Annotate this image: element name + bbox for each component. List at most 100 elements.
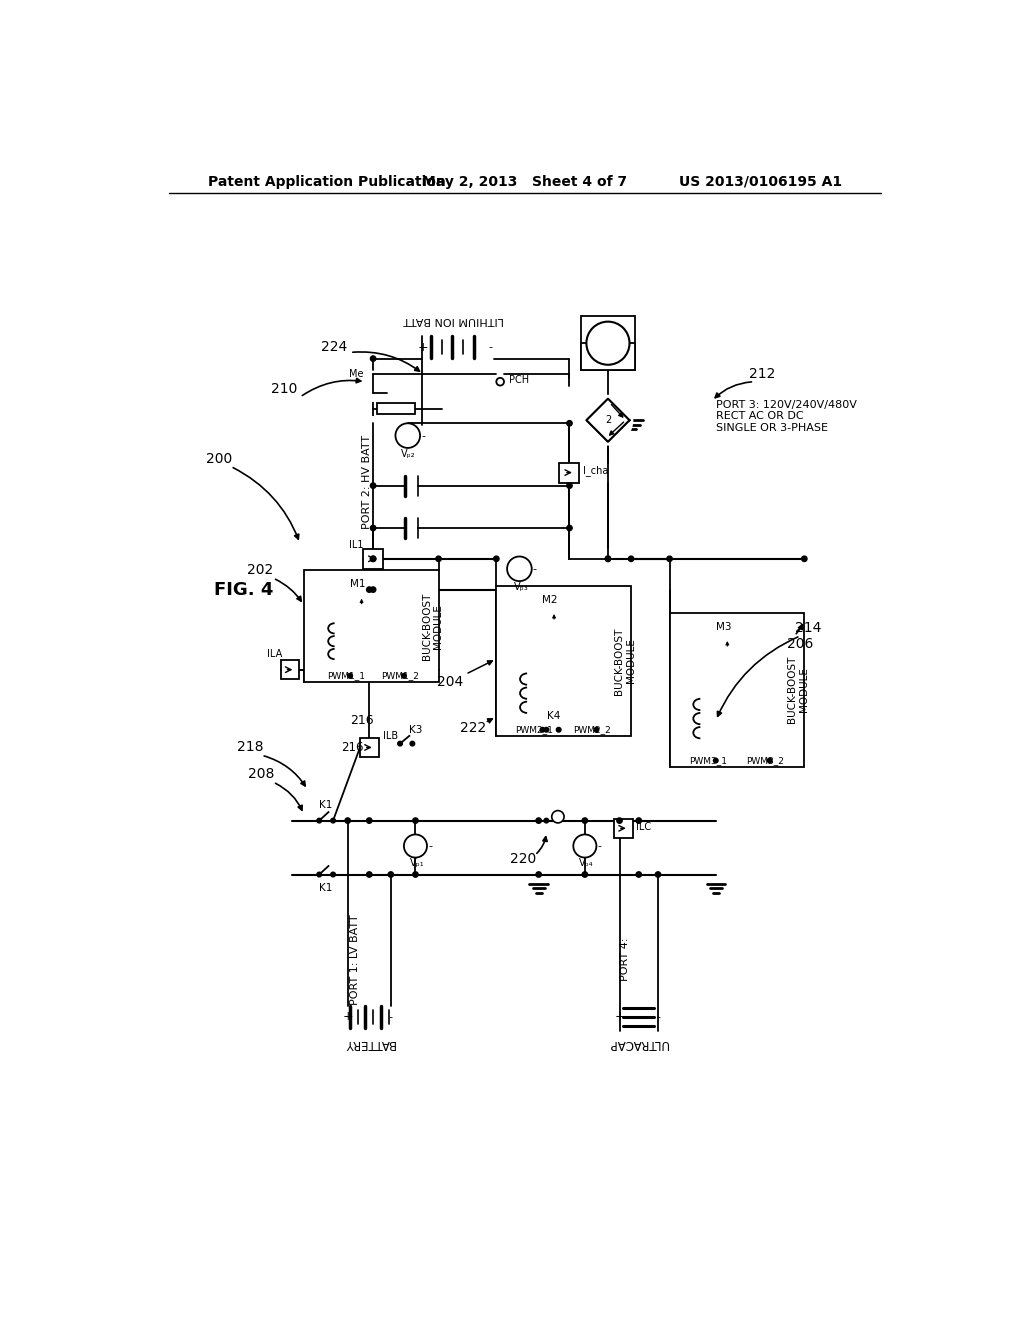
Text: M1: M1 [350,579,366,589]
Text: PORT 3: 120V/240V/480V: PORT 3: 120V/240V/480V [716,400,857,409]
Circle shape [371,483,376,488]
Text: V: V [582,841,588,851]
Text: PORT 4:: PORT 4: [620,937,630,981]
Circle shape [410,742,415,746]
Text: 218: 218 [237,741,263,755]
Text: ILB: ILB [383,731,398,741]
Circle shape [636,871,641,878]
Text: +: + [614,1010,625,1023]
Circle shape [494,556,499,561]
Circle shape [636,818,641,824]
Text: 206: 206 [787,636,814,651]
Circle shape [536,871,542,878]
Bar [581,317,635,370]
Text: M3: M3 [716,622,731,631]
Circle shape [371,587,376,593]
Text: +: + [399,433,409,444]
Circle shape [655,871,660,878]
Text: PWM1_1: PWM1_1 [327,672,365,680]
Circle shape [587,322,630,364]
Text: Vₚ₃: Vₚ₃ [514,582,528,593]
Text: BATTERY: BATTERY [344,1038,395,1051]
Text: ULTRACAP: ULTRACAP [609,1038,669,1051]
Text: BUCK-BOOST
MODULE: BUCK-BOOST MODULE [614,627,636,694]
Circle shape [316,873,322,876]
Text: 214: 214 [795,622,821,635]
Text: IL1: IL1 [349,540,364,550]
Text: 224: 224 [322,341,348,354]
Text: 204: 204 [437,675,463,689]
Circle shape [583,395,634,446]
Text: 202: 202 [247,564,273,577]
Text: 216: 216 [341,741,364,754]
Text: V: V [516,564,522,574]
Circle shape [371,525,376,531]
Circle shape [767,758,772,763]
Circle shape [629,556,634,561]
Text: FIG. 4: FIG. 4 [214,581,273,598]
Circle shape [345,818,350,824]
Circle shape [403,834,427,858]
Text: -: - [656,1012,660,1022]
Circle shape [388,871,393,878]
Circle shape [573,834,596,858]
Circle shape [667,556,672,561]
Circle shape [367,818,372,824]
Text: 210: 210 [271,383,298,396]
Text: PORT 2: HV BATT: PORT 2: HV BATT [361,434,372,529]
Text: ILC: ILC [636,822,651,832]
Circle shape [583,818,588,824]
Bar [559,462,580,483]
Text: 222: 222 [460,721,486,735]
Text: LITHIUM ION BATT: LITHIUM ION BATT [403,315,504,325]
Circle shape [541,727,545,733]
Text: Vₚ₄: Vₚ₄ [580,858,594,869]
Text: Vₚ₂: Vₚ₂ [400,449,415,459]
Text: -: - [606,348,610,362]
Circle shape [566,421,572,426]
Text: PORT 1: LV BATT: PORT 1: LV BATT [350,913,360,1005]
Bar [360,738,379,756]
Text: K1: K1 [319,800,333,810]
Circle shape [331,873,336,876]
Circle shape [316,818,322,822]
Text: PWM2_1: PWM2_1 [515,725,553,734]
Text: BUCK-BOOST
MODULE: BUCK-BOOST MODULE [422,593,443,660]
Circle shape [544,818,549,822]
Text: K4: K4 [548,711,561,721]
Bar [581,343,635,370]
Text: Patent Application Publication: Patent Application Publication [208,174,445,189]
Circle shape [507,557,531,581]
Text: PWM1_2: PWM1_2 [381,672,419,680]
Text: BUCK-BOOST
MODULE: BUCK-BOOST MODULE [787,656,809,723]
Text: M2: M2 [543,594,558,605]
Text: Vₚ₁: Vₚ₁ [410,858,424,869]
Circle shape [536,818,542,824]
Circle shape [436,556,441,561]
Bar [304,570,438,682]
Circle shape [714,758,718,763]
Text: SINGLE OR 3-PHASE: SINGLE OR 3-PHASE [716,422,827,433]
Bar [497,586,631,737]
Text: ILA: ILA [267,649,283,659]
Text: +: + [602,325,613,339]
Text: 212: 212 [749,367,775,381]
Circle shape [544,727,549,733]
Bar [364,549,383,569]
Text: K2: K2 [552,812,563,821]
Text: V: V [412,841,419,851]
Text: -: - [389,1012,393,1022]
Circle shape [802,556,807,561]
Text: 200: 200 [206,451,232,466]
Circle shape [371,556,376,561]
Text: +: + [511,566,520,576]
Text: V: V [404,430,411,441]
Text: US 2013/0106195 A1: US 2013/0106195 A1 [679,174,842,189]
Text: +: + [342,1010,353,1023]
Circle shape [605,556,610,561]
Text: -: - [428,841,432,851]
Text: 208: 208 [248,767,274,781]
Circle shape [348,673,352,678]
Bar [670,612,804,767]
Text: K1: K1 [319,883,333,894]
